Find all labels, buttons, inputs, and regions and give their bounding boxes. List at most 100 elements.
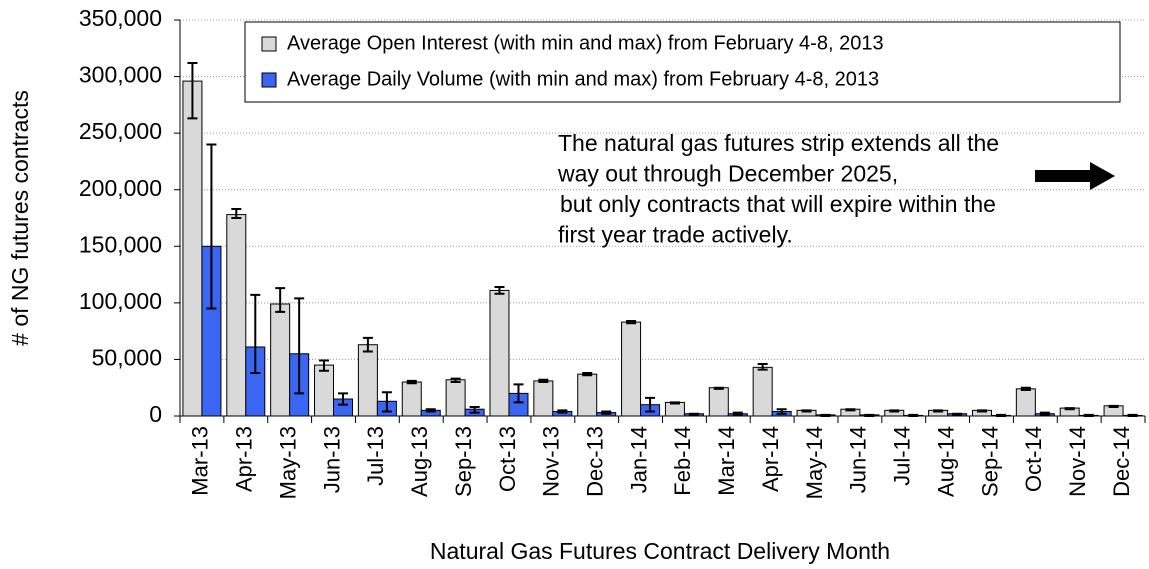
bar: [182, 80, 203, 417]
error-bar: [645, 396, 656, 413]
error-bar: [1108, 404, 1119, 408]
arrow: [1035, 162, 1115, 190]
bar: [314, 364, 335, 417]
error-bar: [995, 413, 1006, 417]
error-bar: [450, 377, 461, 384]
y-tick-label: 250,000: [79, 118, 162, 144]
x-tick-label: Oct-14: [1021, 426, 1046, 492]
x-tick-label: Sep-14: [977, 426, 1002, 497]
error-bar: [820, 413, 831, 417]
error-bar: [206, 143, 217, 310]
error-bar: [1127, 413, 1138, 417]
error-bar: [757, 362, 768, 371]
bar: [533, 380, 554, 417]
error-bar: [1064, 407, 1075, 411]
annotation: but only contracts that will expire with…: [560, 191, 996, 217]
x-tick-label: Oct-13: [495, 426, 520, 492]
error-bar: [557, 409, 568, 414]
bar: [489, 289, 510, 417]
error-bar: [538, 378, 549, 384]
x-tick-label: Jan-14: [626, 426, 651, 493]
error-bar: [362, 336, 373, 353]
bar: [401, 381, 422, 417]
error-bar: [976, 409, 987, 413]
x-axis-label: Natural Gas Futures Contract Delivery Mo…: [430, 538, 890, 564]
error-bar: [275, 287, 286, 313]
error-bar: [231, 207, 242, 219]
bar: [577, 373, 598, 417]
bar: [752, 366, 773, 417]
error-bar: [864, 413, 875, 417]
error-bar: [908, 413, 919, 417]
x-tick-label: Nov-13: [539, 426, 564, 497]
bar: [357, 344, 378, 417]
error-bar: [688, 412, 699, 416]
error-bar: [732, 411, 743, 416]
error-bar: [1020, 386, 1031, 391]
error-bar: [601, 410, 612, 415]
y-tick-label: 300,000: [79, 62, 162, 88]
legend-swatch: [261, 36, 277, 52]
x-tick-label: Jun-13: [319, 426, 344, 493]
bar: [270, 303, 291, 417]
error-bar: [952, 412, 963, 416]
error-bar: [626, 319, 637, 325]
error-bar: [669, 401, 680, 405]
x-tick-label: Mar-13: [188, 426, 213, 496]
annotation: way out through December 2025,: [557, 161, 898, 187]
error-bar: [801, 409, 812, 413]
bar: [621, 321, 642, 417]
x-tick-label: Aug-14: [933, 426, 958, 497]
x-tick-label: Feb-14: [670, 426, 695, 496]
x-tick-label: Apr-14: [758, 426, 783, 492]
y-tick-label: 50,000: [92, 345, 162, 371]
x-tick-label: Jul-13: [363, 426, 388, 486]
error-bar: [425, 408, 436, 413]
error-bar: [889, 409, 900, 413]
error-bar: [933, 409, 944, 413]
bar: [708, 387, 729, 417]
x-tick-label: Dec-14: [1109, 426, 1134, 497]
y-tick-label: 350,000: [79, 5, 162, 31]
y-axis-label: # of NG futures contracts: [7, 90, 33, 346]
y-tick-label: 100,000: [79, 288, 162, 314]
error-bar: [1039, 411, 1050, 416]
annotation: The natural gas futures strip extends al…: [558, 130, 999, 156]
y-tick-label: 200,000: [79, 175, 162, 201]
error-bar: [338, 392, 349, 406]
error-bar: [845, 408, 856, 412]
x-tick-label: Jul-14: [890, 426, 915, 486]
bar: [1015, 388, 1036, 417]
error-bar: [319, 359, 330, 372]
legend-label: Average Daily Volume (with min and max) …: [287, 68, 879, 90]
x-tick-label: Aug-13: [407, 426, 432, 497]
error-bar: [469, 405, 480, 414]
error-bar: [250, 293, 261, 375]
legend-label: Average Open Interest (with min and max)…: [287, 32, 884, 54]
x-tick-label: Apr-13: [232, 426, 257, 492]
error-bar: [713, 386, 724, 390]
legend: Average Open Interest (with min and max)…: [244, 21, 1121, 103]
error-bar: [406, 379, 417, 385]
x-tick-label: May-14: [802, 426, 827, 499]
x-tick-label: Dec-13: [583, 426, 608, 497]
y-tick-label: 150,000: [79, 231, 162, 257]
x-tick-label: Sep-13: [451, 426, 476, 497]
error-bar: [294, 297, 305, 395]
error-bar: [187, 61, 198, 120]
error-bar: [513, 383, 524, 404]
x-tick-label: Nov-14: [1065, 426, 1090, 497]
legend-box: [244, 21, 1121, 103]
legend-swatch: [261, 72, 277, 88]
x-tick-label: Mar-14: [714, 426, 739, 496]
error-bar: [776, 408, 787, 415]
error-bar: [1083, 413, 1094, 417]
y-tick-label: 0: [149, 401, 162, 427]
error-bar: [582, 372, 593, 377]
bar: [445, 379, 466, 417]
x-tick-label: Jun-14: [846, 426, 871, 493]
bar: [226, 214, 247, 417]
annotation: first year trade actively.: [558, 222, 793, 248]
x-tick-label: May-13: [275, 426, 300, 499]
